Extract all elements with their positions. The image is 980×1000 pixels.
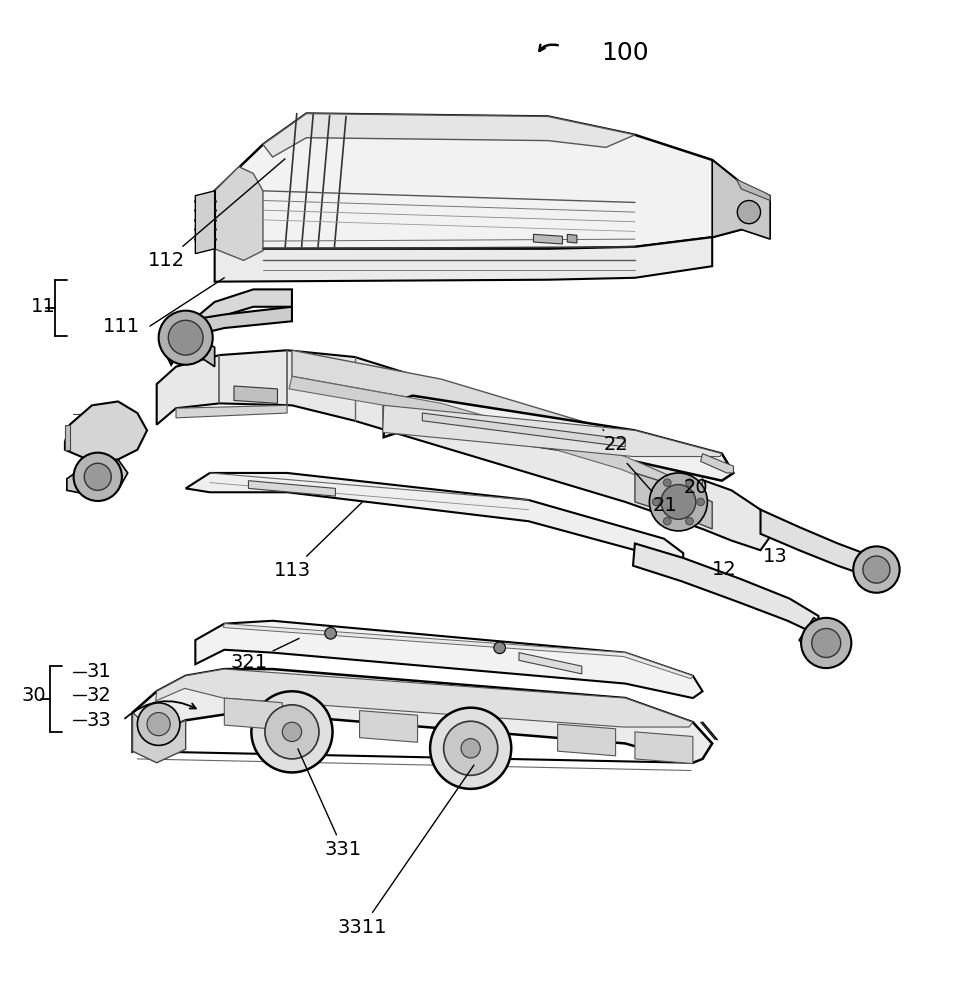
Polygon shape xyxy=(195,191,215,254)
Circle shape xyxy=(661,485,696,519)
Circle shape xyxy=(430,708,512,789)
Text: 112: 112 xyxy=(148,159,285,270)
Polygon shape xyxy=(185,326,215,367)
Polygon shape xyxy=(132,669,712,763)
Text: 12: 12 xyxy=(712,560,737,579)
Polygon shape xyxy=(533,234,563,244)
Circle shape xyxy=(697,498,705,506)
Circle shape xyxy=(282,722,302,742)
Polygon shape xyxy=(635,732,693,764)
Polygon shape xyxy=(384,396,733,481)
Polygon shape xyxy=(215,237,712,282)
Polygon shape xyxy=(519,653,582,674)
Polygon shape xyxy=(223,624,693,679)
Text: 11: 11 xyxy=(31,297,56,316)
Polygon shape xyxy=(422,413,625,447)
Polygon shape xyxy=(167,307,292,365)
Polygon shape xyxy=(215,114,741,249)
Polygon shape xyxy=(67,459,127,495)
Circle shape xyxy=(265,705,319,759)
Circle shape xyxy=(159,311,213,365)
Polygon shape xyxy=(360,711,417,742)
Text: 113: 113 xyxy=(273,502,363,580)
Polygon shape xyxy=(224,698,282,730)
Polygon shape xyxy=(383,405,722,457)
Polygon shape xyxy=(635,473,712,529)
Circle shape xyxy=(252,691,332,772)
Text: 30: 30 xyxy=(22,686,46,705)
Polygon shape xyxy=(65,425,70,450)
Circle shape xyxy=(137,703,180,745)
Text: 22: 22 xyxy=(603,430,629,454)
Circle shape xyxy=(801,618,852,668)
Circle shape xyxy=(494,642,506,654)
Circle shape xyxy=(811,628,841,657)
Circle shape xyxy=(650,473,708,531)
Text: 111: 111 xyxy=(102,317,139,336)
Polygon shape xyxy=(176,405,287,418)
Circle shape xyxy=(324,628,336,639)
Polygon shape xyxy=(292,350,703,490)
Polygon shape xyxy=(157,350,770,550)
Polygon shape xyxy=(65,401,147,461)
Polygon shape xyxy=(558,724,615,756)
Text: 331: 331 xyxy=(298,749,362,859)
Circle shape xyxy=(854,546,900,593)
Polygon shape xyxy=(263,114,635,157)
Polygon shape xyxy=(736,179,770,201)
Polygon shape xyxy=(156,669,693,727)
Circle shape xyxy=(461,739,480,758)
Polygon shape xyxy=(760,510,876,579)
Polygon shape xyxy=(249,481,335,496)
Polygon shape xyxy=(858,558,896,587)
Text: 13: 13 xyxy=(762,547,787,566)
Text: 100: 100 xyxy=(601,41,649,65)
Text: 3311: 3311 xyxy=(338,765,474,937)
Polygon shape xyxy=(701,454,733,473)
Circle shape xyxy=(863,556,890,583)
Text: 21: 21 xyxy=(627,463,677,515)
Text: 31: 31 xyxy=(86,662,111,681)
Circle shape xyxy=(147,713,171,736)
Polygon shape xyxy=(215,167,263,260)
Text: 20: 20 xyxy=(683,478,708,497)
Polygon shape xyxy=(234,386,277,403)
Polygon shape xyxy=(799,618,850,664)
Circle shape xyxy=(653,498,661,506)
Polygon shape xyxy=(195,621,703,698)
Circle shape xyxy=(444,721,498,775)
Polygon shape xyxy=(185,473,683,568)
Polygon shape xyxy=(712,160,770,239)
Circle shape xyxy=(663,479,671,487)
Text: 321: 321 xyxy=(230,638,299,672)
Circle shape xyxy=(686,479,694,487)
Text: 32: 32 xyxy=(86,686,111,705)
Polygon shape xyxy=(567,234,577,243)
Circle shape xyxy=(737,201,760,224)
Circle shape xyxy=(663,517,671,525)
Circle shape xyxy=(74,453,122,501)
Text: 33: 33 xyxy=(86,711,111,730)
Polygon shape xyxy=(633,543,818,635)
Polygon shape xyxy=(185,289,292,341)
Polygon shape xyxy=(132,713,185,763)
Circle shape xyxy=(169,320,203,355)
Circle shape xyxy=(84,463,112,490)
Circle shape xyxy=(686,517,694,525)
Polygon shape xyxy=(289,376,703,500)
